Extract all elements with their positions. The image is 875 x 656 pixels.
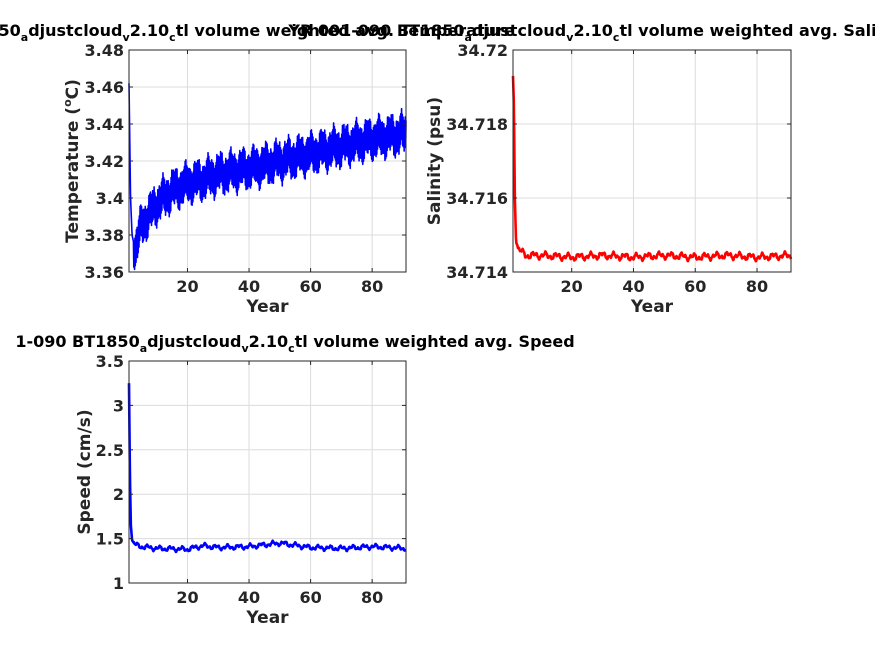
x-tick-label: 80 — [746, 277, 768, 296]
chart-title-part: YR 001-090 BT1850 — [287, 21, 464, 40]
x-tick-label: 60 — [299, 588, 321, 607]
y-tick-label: 3.36 — [85, 263, 124, 282]
chart-title-part: 2.10 — [249, 332, 288, 351]
y-tick-label: 3.46 — [85, 78, 124, 97]
y-tick-label: 2.5 — [96, 441, 124, 460]
chart-title: YR 001-090 BT1850adjustcloudv2.10ctl vol… — [287, 21, 875, 44]
x-axis-label: Year — [245, 297, 289, 317]
x-tick-label: 80 — [361, 588, 383, 607]
y-tick-label: 3.42 — [85, 152, 124, 171]
x-axis-label: Year — [245, 608, 289, 628]
series-line — [128, 83, 407, 271]
y-tick-label: 3.44 — [85, 115, 124, 134]
plot-area — [129, 361, 406, 583]
x-tick-label: 40 — [238, 588, 260, 607]
chart-title-part: tl volume weighted avg. Temperature — [176, 21, 515, 40]
y-axis-label-superscript: o — [61, 99, 74, 107]
y-axis-label: Speed (cm/s) — [75, 409, 95, 534]
y-axis-label: Salinity (psu) — [425, 97, 445, 225]
y-tick-label: 3.48 — [85, 41, 124, 60]
chart-title-subscript: a — [465, 31, 472, 44]
y-tick-label: 3.4 — [96, 189, 124, 208]
chart-title-subscript: v — [123, 31, 131, 44]
chart-title-subscript: v — [241, 342, 249, 355]
y-tick-label: 34.716 — [446, 189, 508, 208]
y-tick-label: 3 — [113, 396, 124, 415]
y-axis-label: Temperature (oC) — [61, 79, 83, 243]
subplot-3: 20 40 60 80 1 1.5 2 2.5 3 3.5 Year Speed (cm/s) 1-09… — [15, 332, 574, 628]
subplot-1: 20 40 60 80 3.36 3.38 3.4 3.42 3.44 3.46 3.48 Year T… — [0, 21, 515, 317]
x-axis-label: Year — [630, 297, 674, 317]
chart-title: 90 BT1850adjustcloudv2.10ctl volume weig… — [0, 21, 515, 44]
subplot-2: 20 40 60 80 34.714 34.716 34.718 34.72 Year Salin… — [287, 21, 875, 317]
y-tick-label: 2 — [113, 485, 124, 504]
series-line — [511, 75, 793, 263]
axes-box — [512, 49, 792, 273]
x-tick-label: 20 — [176, 588, 198, 607]
x-tick-label: 20 — [176, 277, 198, 296]
chart-title-part: djustcloud — [147, 332, 241, 351]
chart-title-subscript: c — [288, 342, 295, 355]
axes-box — [128, 360, 407, 584]
chart-title-part: djustcloud — [28, 21, 122, 40]
x-tick-label: 40 — [238, 277, 260, 296]
chart-title: 1-090 BT1850adjustcloudv2.10ctl volume w… — [15, 332, 574, 355]
plot-area — [513, 50, 791, 272]
chart-title-part: tl volume weighted avg. Salinity — [619, 21, 875, 40]
y-tick-label: 3.5 — [96, 352, 124, 371]
y-tick-label: 1.5 — [96, 530, 124, 549]
chart-title-part: 1-090 BT1850 — [15, 332, 139, 351]
y-axis-label-text: Temperature ( — [63, 107, 83, 243]
y-axis-label-unit: C) — [63, 79, 83, 99]
chart-title-subscript: c — [169, 31, 176, 44]
y-tick-label: 34.718 — [446, 115, 508, 134]
chart-title-subscript: c — [613, 31, 620, 44]
x-tick-label: 20 — [561, 277, 583, 296]
chart-title-subscript: a — [140, 342, 147, 355]
chart-title-subscript: v — [566, 31, 574, 44]
series-line — [127, 383, 407, 554]
y-tick-label: 1 — [113, 574, 124, 593]
x-tick-label: 60 — [299, 277, 321, 296]
x-tick-label: 60 — [684, 277, 706, 296]
chart-title-part: 2.10 — [130, 21, 169, 40]
chart-title-part: 90 BT1850 — [0, 21, 21, 40]
chart-title-subscript: a — [21, 31, 28, 44]
chart-title-part: tl volume weighted avg. Speed — [295, 332, 575, 351]
y-tick-label: 34.714 — [446, 263, 508, 282]
chart-title-part: djustcloud — [472, 21, 566, 40]
x-tick-label: 80 — [361, 277, 383, 296]
y-tick-label: 34.72 — [457, 41, 508, 60]
y-tick-label: 3.38 — [85, 226, 124, 245]
chart-title-part: 2.10 — [573, 21, 612, 40]
x-tick-label: 40 — [622, 277, 644, 296]
